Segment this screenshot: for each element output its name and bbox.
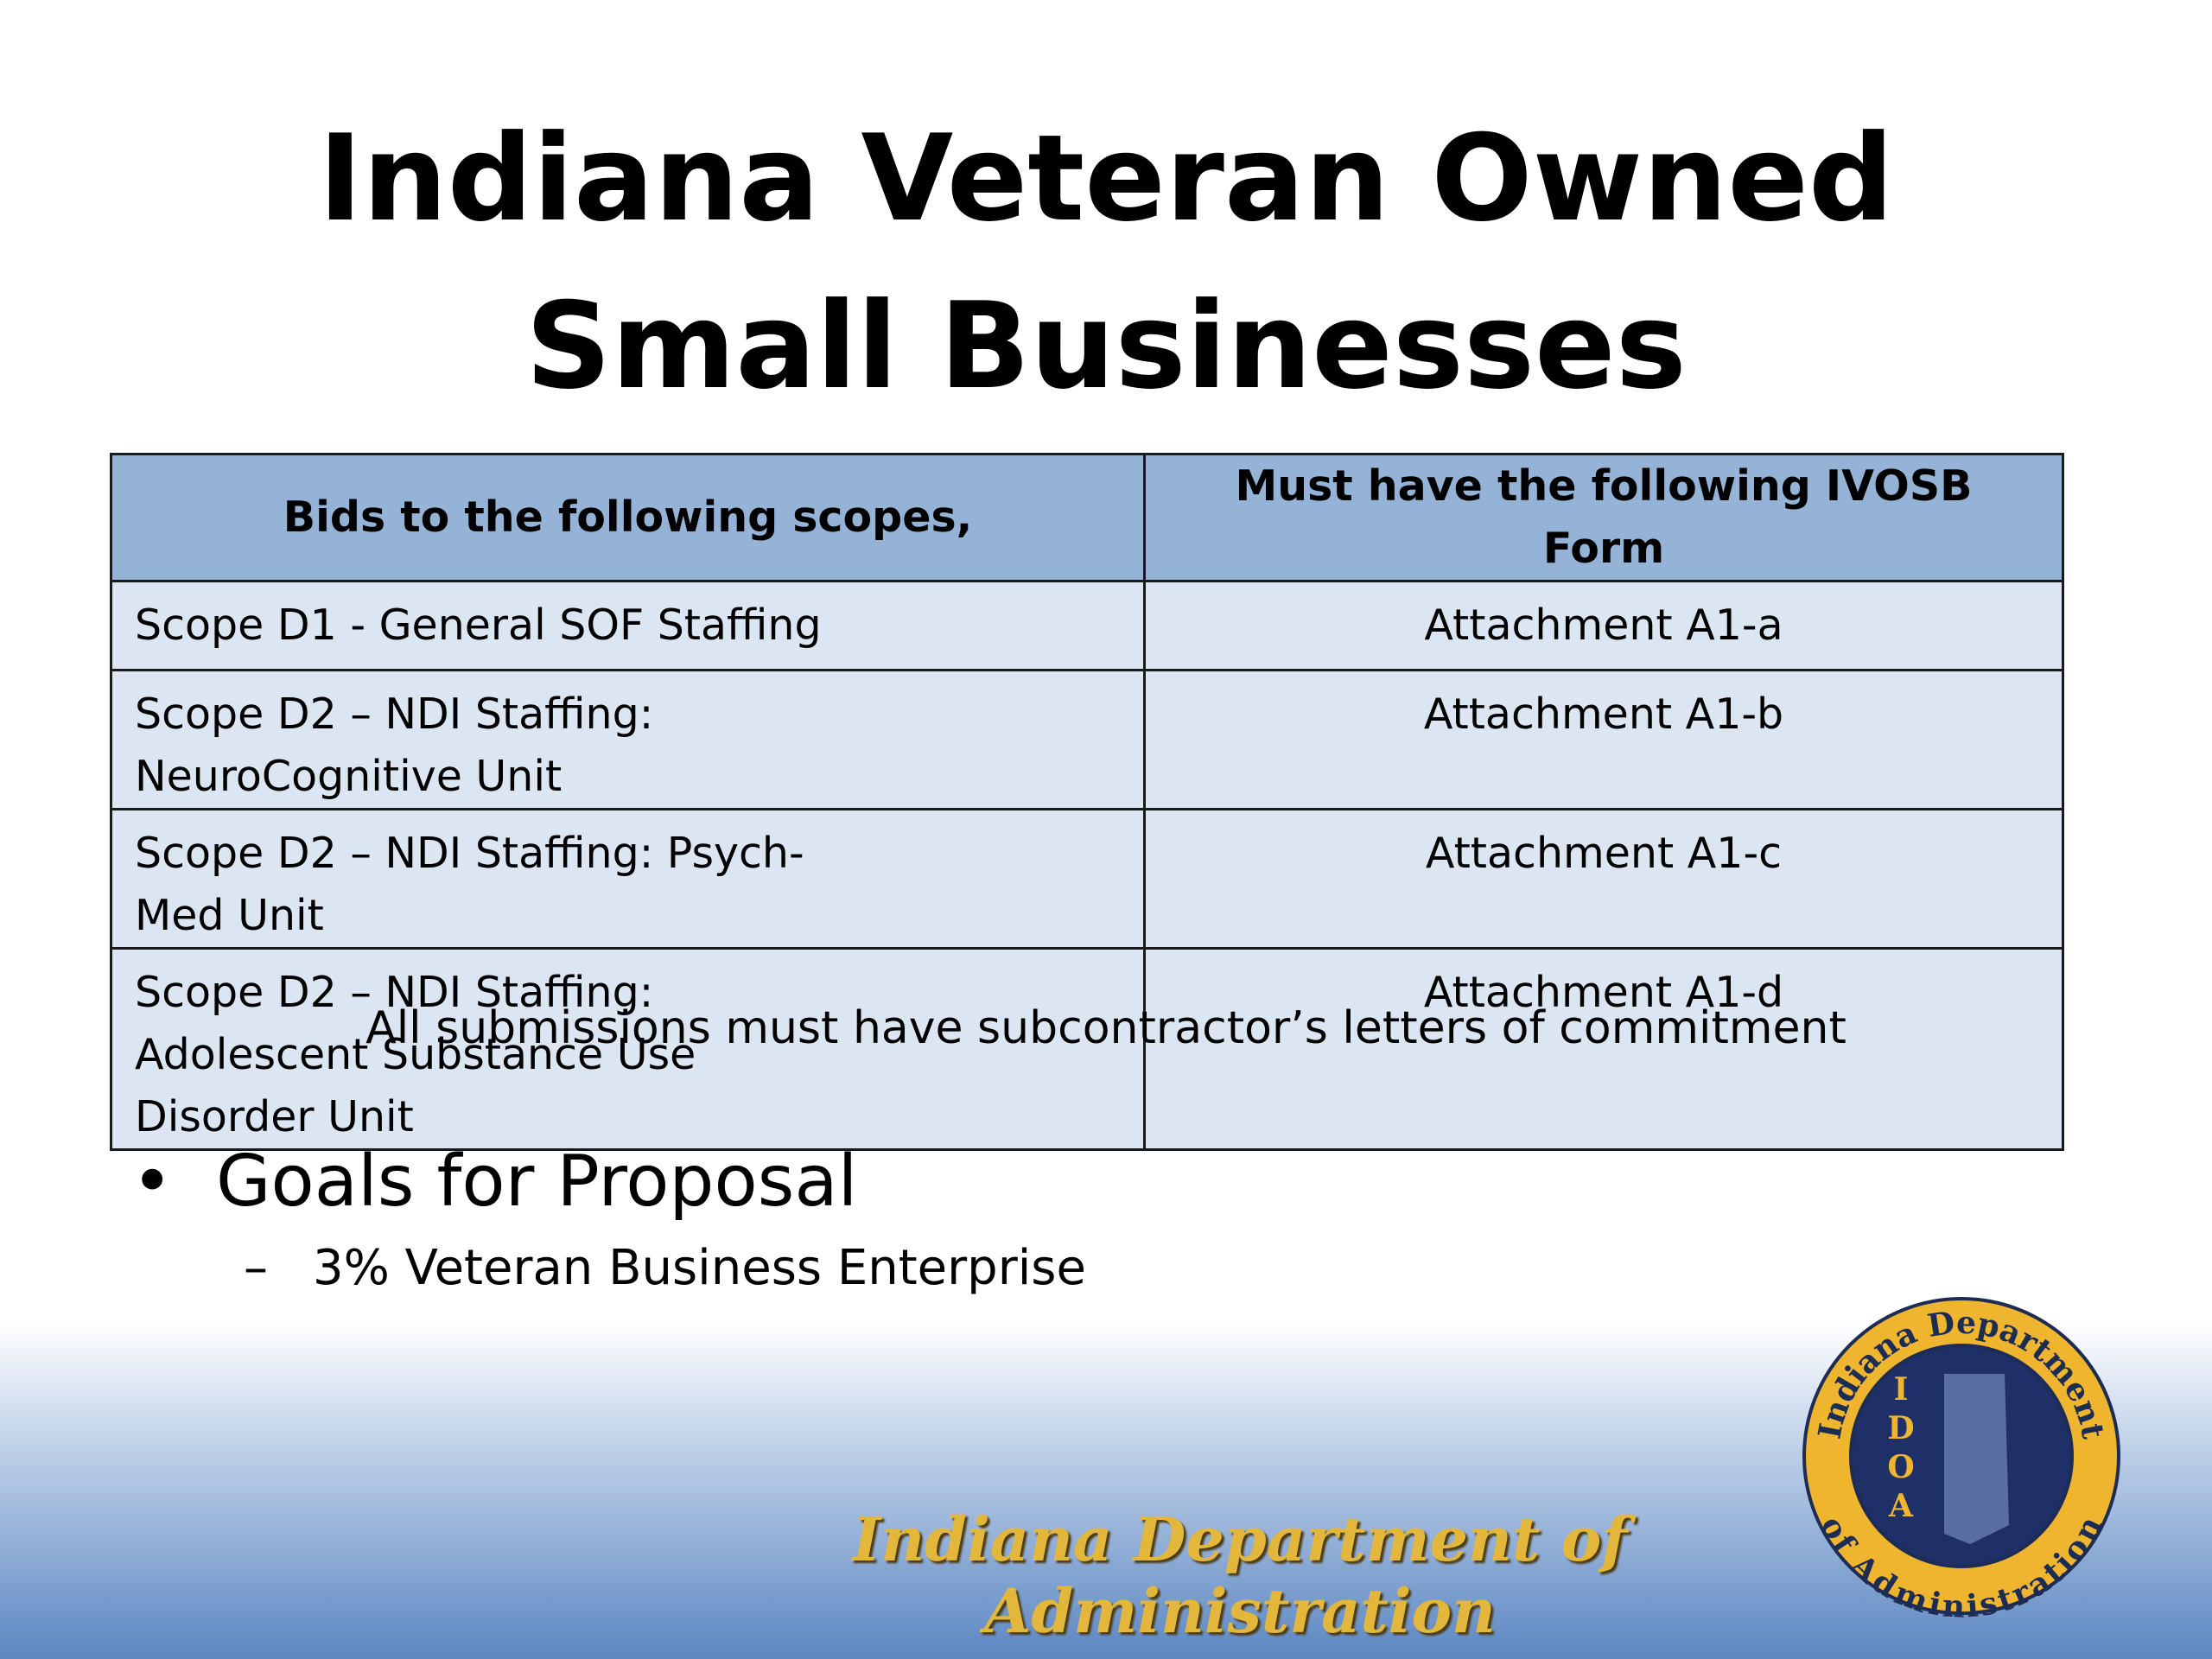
- row: Scope D2 – NDI Staffing: NeuroCognitive …: [110, 669, 2064, 810]
- forms-table: Bids to the following scopes, Must have …: [110, 453, 2064, 1151]
- logo: Indiana Department of Administration I D…: [1802, 1297, 2120, 1620]
- logo-letter: D: [1887, 1410, 1914, 1446]
- cell: Scope D1 - General SOF Staffing: [110, 580, 1146, 671]
- sub-bullet-mark: –: [244, 1240, 268, 1296]
- logo-letter: I: [1894, 1371, 1909, 1408]
- state-shape: [1944, 1374, 2009, 1544]
- cell: Scope D2 – NDI Staffing: Adolescent Subs…: [110, 947, 1146, 1151]
- slide-title: Indiana Veteran Owned Small Businesses: [318, 109, 1894, 416]
- cell: Attachment A1-a: [1143, 580, 2064, 671]
- cell: Attachment A1-d: [1143, 947, 2064, 1151]
- bullet: Goals for Proposal: [216, 1141, 858, 1223]
- footer-text: Indiana Department of Administration: [852, 1503, 1628, 1647]
- header-cell: Must have the following IVOSB Form: [1143, 453, 2064, 582]
- row: Scope D1 - General SOF Staffing Attachmen…: [110, 580, 2064, 671]
- sub-bullet: 3% Veteran Business Enterprise: [313, 1240, 1086, 1296]
- logo-letter: A: [1888, 1488, 1914, 1524]
- cell: Scope D2 – NDI Staffing: NeuroCognitive …: [110, 669, 1146, 810]
- row: Scope D2 – NDI Staffing: Adolescent Subs…: [110, 947, 2064, 1151]
- cell: Attachment A1-c: [1143, 808, 2064, 950]
- row: Scope D2 – NDI Staffing: Psych-Med Unit A…: [110, 808, 2064, 950]
- cell: Scope D2 – NDI Staffing: Psych-Med Unit: [110, 808, 1146, 950]
- cell: Attachment A1-b: [1143, 669, 2064, 810]
- header-row: Bids to the following scopes, Must have …: [110, 453, 2064, 582]
- note: All submissions must have subcontractor’…: [365, 1002, 1847, 1054]
- header-cell: Bids to the following scopes,: [110, 453, 1146, 582]
- bullet-mark: •: [131, 1141, 174, 1223]
- logo-letter: O: [1887, 1449, 1914, 1485]
